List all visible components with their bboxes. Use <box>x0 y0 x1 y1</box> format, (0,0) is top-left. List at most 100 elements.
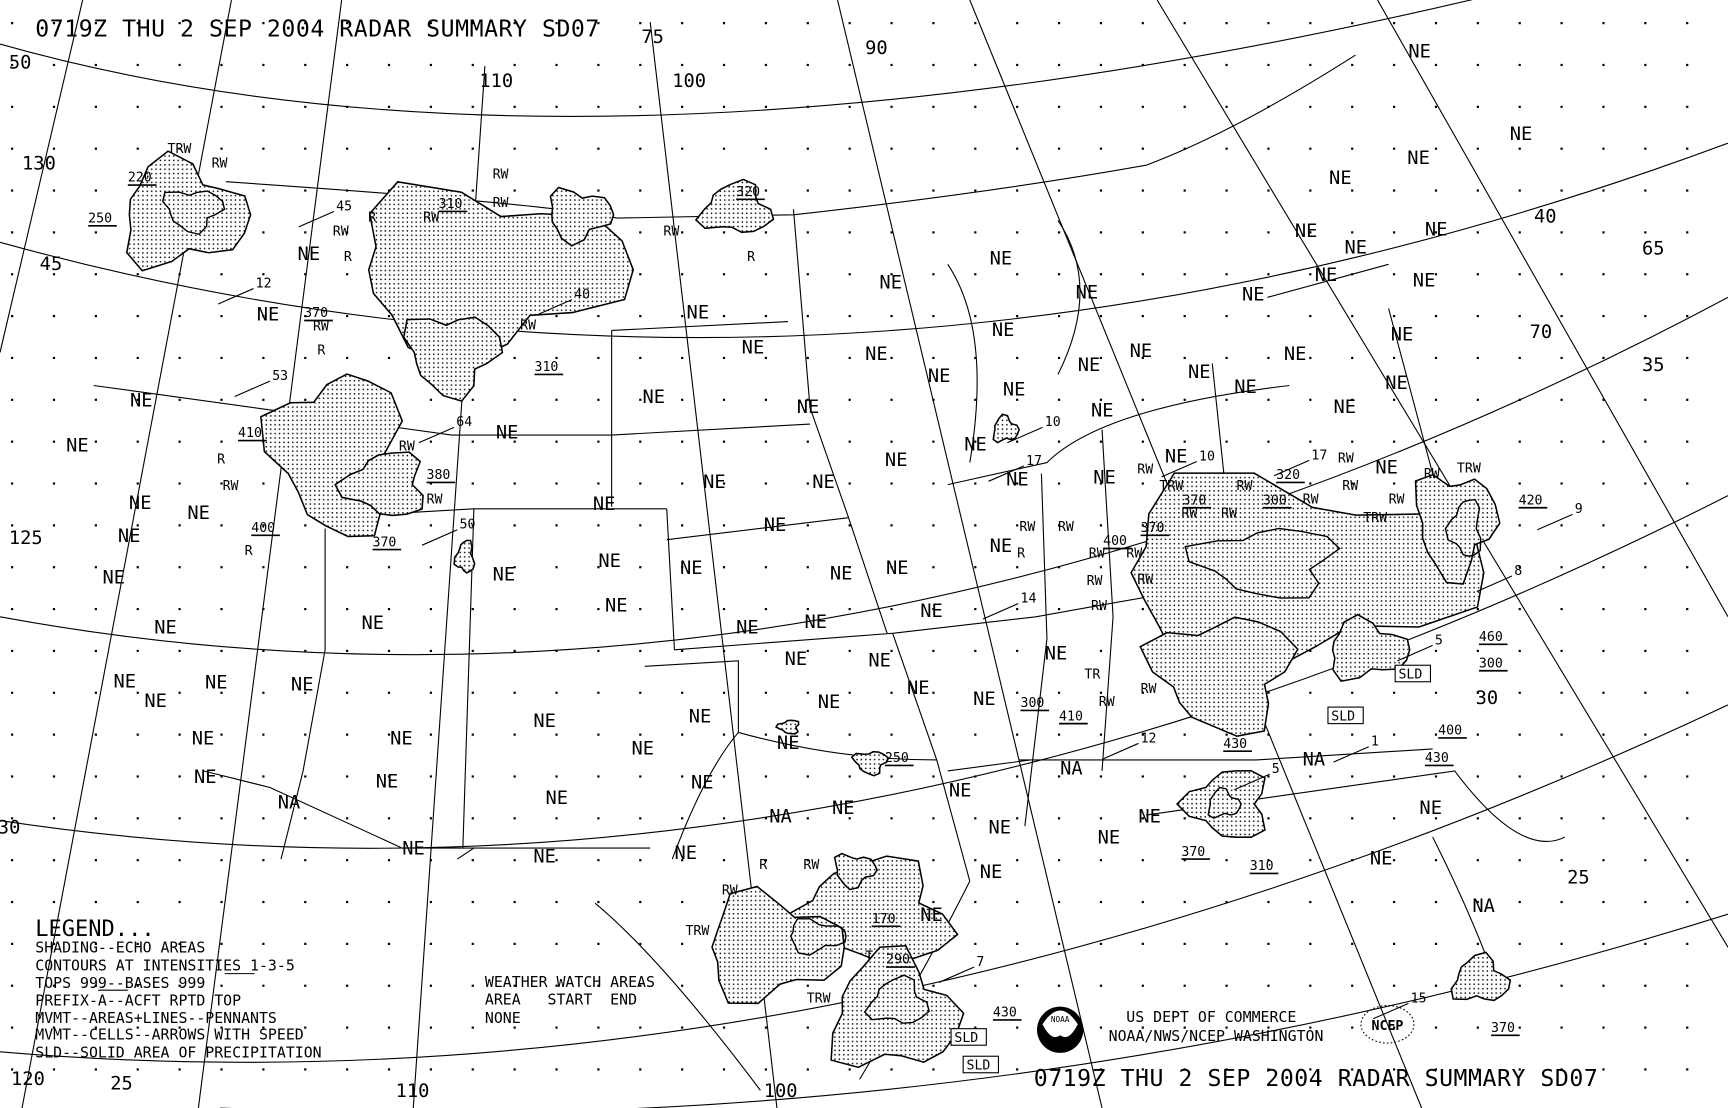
grid-dot <box>262 817 265 820</box>
grid-dot <box>974 398 977 401</box>
echo-area <box>453 539 476 574</box>
grid-dot <box>1183 775 1186 778</box>
echo-top-value: 320 <box>736 185 760 200</box>
grid-dot <box>639 189 642 192</box>
no-echoes-label: NE <box>886 558 909 579</box>
intensity-contour <box>1184 527 1341 599</box>
no-echoes-label: NE <box>1093 468 1116 489</box>
grid-dot <box>1476 733 1479 736</box>
no-echoes-label: NE <box>257 305 280 326</box>
grid-dot <box>346 691 349 694</box>
grid-dot <box>1686 817 1689 820</box>
grid-dot <box>1099 607 1103 611</box>
grid-dot <box>1518 482 1521 485</box>
grid-dot <box>1141 105 1144 108</box>
grid-dot <box>304 607 307 611</box>
grid-dot <box>806 1026 809 1029</box>
grid-dot <box>1309 1068 1312 1071</box>
no-echoes-label: NE <box>920 905 943 926</box>
precip-type-label: RW <box>520 318 536 333</box>
grid-dot <box>471 1026 474 1029</box>
no-echoes-label: NE <box>989 818 1012 839</box>
grid-dot <box>722 273 726 276</box>
grid-dot <box>1099 900 1103 904</box>
grid-dot <box>220 942 223 945</box>
no-echoes-label: NE <box>736 617 759 638</box>
grid-dot <box>1309 147 1312 150</box>
grid-dot <box>722 105 726 108</box>
grid-dot <box>471 775 474 778</box>
border-line <box>666 517 849 541</box>
grid-dot <box>52 524 56 527</box>
grid-dot <box>681 1068 684 1071</box>
grid-dot <box>1099 775 1103 778</box>
no-echoes-label: NE <box>192 729 215 750</box>
border-line <box>947 384 1290 486</box>
grid-dot <box>1518 691 1521 694</box>
grid-dot <box>1351 356 1354 360</box>
grid-dot <box>1099 356 1103 360</box>
grid-dot <box>262 942 265 945</box>
grid-degree-label: 75 <box>641 27 664 48</box>
grid-dot <box>681 817 684 820</box>
grid-dot <box>806 733 809 736</box>
no-echoes-label: NE <box>812 472 835 493</box>
cell-speed-value: 50 <box>460 518 476 533</box>
grid-dot <box>932 775 935 778</box>
grid-dot <box>94 147 97 150</box>
grid-dot <box>890 398 893 401</box>
grid-dot <box>890 105 893 108</box>
grid-dot <box>220 105 223 108</box>
grid-dot <box>1057 22 1061 25</box>
grid-dot <box>178 942 181 945</box>
grid-dot <box>1183 1068 1186 1071</box>
echo-top-value: 410 <box>1059 709 1083 724</box>
grid-dot <box>94 649 97 653</box>
grid-dot <box>1434 1026 1438 1029</box>
grid-dot <box>178 398 181 401</box>
cell-speed-value: 17 <box>1311 448 1327 463</box>
grid-dot <box>262 984 265 987</box>
grid-dot <box>890 691 893 694</box>
grid-dot <box>1602 1068 1605 1071</box>
grid-dot <box>1434 440 1438 443</box>
grid-dot <box>178 314 181 318</box>
grid-dot <box>555 314 558 318</box>
watch-value: NONE <box>485 1009 521 1027</box>
grid-dot <box>94 524 97 527</box>
grid-dot <box>1057 231 1061 234</box>
grid-dot <box>1518 524 1521 527</box>
precip-type-label: TRW <box>1457 462 1481 477</box>
grid-dot <box>1267 859 1270 862</box>
grid-dot <box>932 817 935 820</box>
grid-dot <box>1644 691 1647 694</box>
grid-dot <box>764 440 768 443</box>
grid-dot <box>722 566 726 569</box>
cell-speed-value: 12 <box>1141 731 1157 746</box>
no-echoes-label: NE <box>1419 798 1442 819</box>
grid-dot <box>806 1068 809 1071</box>
grid-dot <box>974 231 977 234</box>
grid-dot <box>178 1026 181 1029</box>
grid-dot <box>1141 189 1144 192</box>
grid-dot <box>1434 147 1438 150</box>
grid-degree-label: 110 <box>479 71 513 92</box>
grid-dot <box>932 273 935 276</box>
grid-dot <box>1351 314 1354 318</box>
echo-area <box>1450 951 1512 1002</box>
precip-type-label: RW <box>333 225 349 240</box>
grid-dot <box>304 63 307 67</box>
grid-dot <box>1518 22 1521 25</box>
grid-dot <box>178 859 181 862</box>
grid-dot <box>11 649 14 653</box>
grid-dot <box>178 817 181 820</box>
grid-dot <box>806 900 809 904</box>
grid-dot <box>304 859 307 862</box>
grid-dot <box>262 691 265 694</box>
no-echoes-label: NE <box>990 536 1013 557</box>
grid-dot <box>639 775 642 778</box>
grid-dot <box>1518 566 1521 569</box>
grid-dot <box>1518 440 1521 443</box>
grid-dot <box>1309 691 1312 694</box>
grid-dot <box>429 942 432 945</box>
